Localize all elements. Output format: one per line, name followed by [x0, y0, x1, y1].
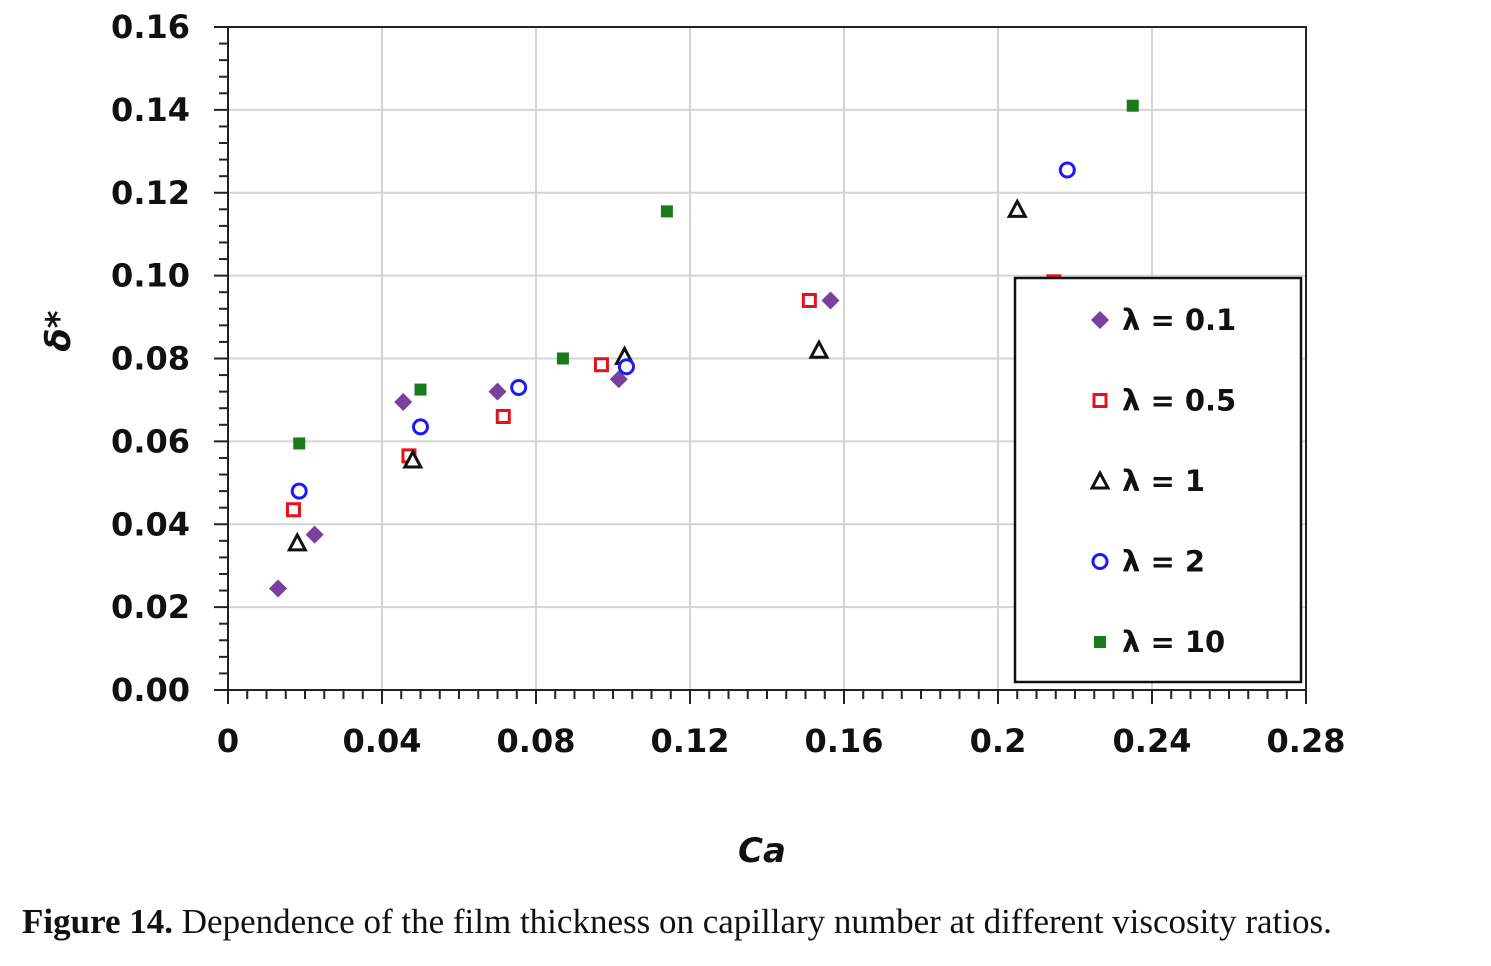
legend: λ = 0.1 λ = 0.5 λ = 1 λ = 2 λ = 10 [1013, 276, 1303, 684]
y-tick-label: 0.04 [111, 505, 190, 543]
data-point [305, 525, 324, 544]
data-point [801, 292, 817, 308]
plot-frame [227, 26, 1307, 691]
legend-marker [1091, 553, 1109, 570]
data-point [556, 352, 569, 365]
y-tick-label: 0.08 [111, 340, 190, 378]
x-tick-label: 0.04 [343, 722, 422, 760]
data-point [808, 339, 830, 359]
x-axis-label: Ca [738, 831, 786, 871]
series-4 [293, 99, 1139, 450]
y-tick-label: 0.00 [111, 671, 190, 709]
data-point [293, 437, 306, 450]
legend-box [1013, 276, 1303, 684]
x-tick-label: 0.2 [970, 722, 1027, 760]
legend-label: λ = 0.5 [1122, 384, 1236, 418]
x-tick-label: 0.08 [497, 722, 576, 760]
data-point [286, 531, 308, 552]
x-tick-labels: 0 0.04 0.08 0.12 0.16 0.2 0.24 0.28 [217, 722, 1346, 760]
minor-ticks [214, 26, 1307, 704]
data-point [495, 409, 511, 425]
data-point [285, 502, 301, 518]
data-point [488, 382, 507, 401]
legend-marker [1094, 636, 1106, 648]
y-tick-label: 0.12 [111, 174, 190, 212]
data-point [402, 448, 424, 469]
x-tick-label: 0 [217, 722, 239, 760]
y-tick-labels: 0.00 0.02 0.04 0.06 0.08 0.10 0.12 0.14 0.16 [111, 8, 190, 709]
data-point [821, 291, 840, 310]
legend-marker [1092, 393, 1108, 408]
data-point [1006, 198, 1028, 218]
legend-marker [1091, 311, 1109, 329]
x-tick-label: 0.28 [1267, 722, 1346, 760]
data-point [414, 383, 427, 396]
series-3 [290, 161, 1076, 500]
scatter-chart: 0 0.04 0.08 0.12 0.16 0.2 0.24 0.28 0.000.020.0… [39, 8, 1346, 871]
y-tick-label: 0.16 [111, 8, 190, 46]
data-point [510, 379, 528, 397]
data-point [593, 357, 609, 373]
y-tick-label: 0.14 [111, 91, 190, 129]
data-point [394, 393, 413, 412]
data-point [617, 358, 635, 376]
legend-label: λ = 1 [1122, 464, 1205, 498]
legend-label: λ = 10 [1122, 625, 1225, 659]
data-point [1058, 161, 1076, 179]
series-2 [286, 198, 1028, 552]
caption-text: Dependence of the film thickness on capi… [173, 902, 1332, 941]
legend-marker [1089, 469, 1111, 490]
data-point [660, 205, 673, 218]
x-tick-label: 0.24 [1113, 722, 1192, 760]
data-point [1126, 99, 1139, 112]
caption-label: Figure 14. [22, 902, 174, 941]
legend-label: λ = 2 [1122, 545, 1205, 579]
x-tick-label: 0.16 [805, 722, 884, 760]
data-points [269, 99, 1139, 598]
data-point [412, 418, 429, 436]
data-point [290, 482, 308, 500]
data-point [269, 579, 288, 598]
data-point [609, 370, 628, 389]
y-tick-label: 0.06 [111, 422, 190, 460]
axes [227, 26, 1307, 691]
legend-label: λ = 0.1 [1122, 303, 1236, 337]
x-tick-label: 0.12 [651, 722, 730, 760]
series-0 [269, 291, 840, 598]
figure-caption: Figure 14. Dependence of the film thickn… [22, 902, 1482, 942]
y-axis-label: δ* [39, 310, 79, 351]
y-tick-label: 0.10 [111, 257, 190, 295]
y-tick-label: 0.02 [111, 588, 190, 626]
